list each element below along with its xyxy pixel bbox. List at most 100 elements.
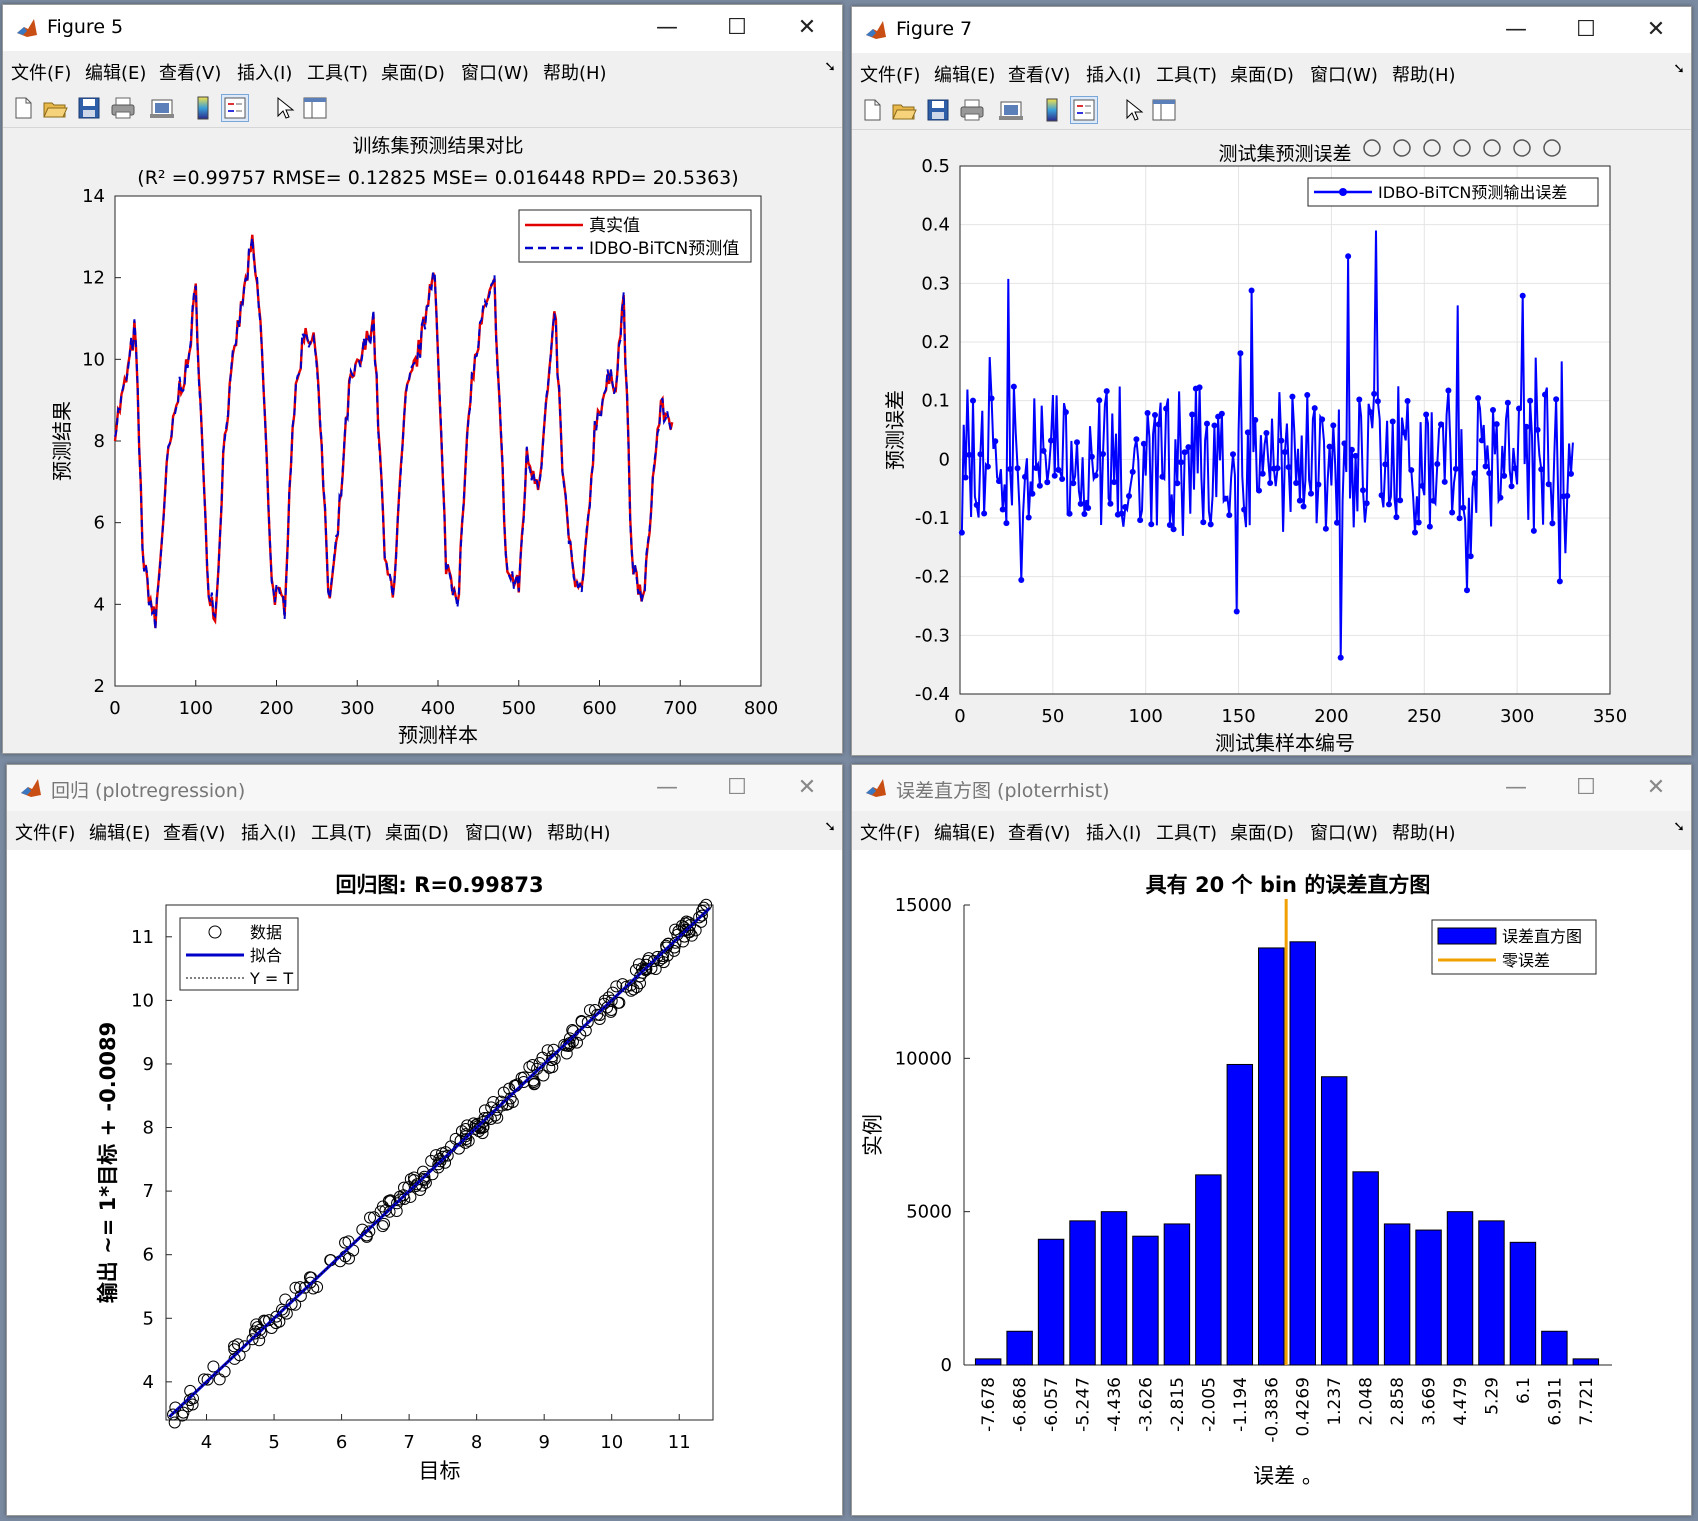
x-tick-label: 11	[668, 1432, 691, 1453]
x-tick-label: 8	[471, 1432, 482, 1453]
menu-file[interactable]: 文件(F)	[860, 823, 921, 844]
menubar: 文件(F) 编辑(E) 查看(V) 插入(I) 工具(T) 桌面(D) 窗口(W…	[852, 811, 1691, 849]
menu-file[interactable]: 文件(F)	[11, 63, 72, 84]
menu-file[interactable]: 文件(F)	[15, 823, 76, 844]
titlebar[interactable]: Figure 5 — ☐ ✕	[3, 5, 842, 51]
menu-overflow-icon[interactable]: ➘	[1673, 61, 1685, 77]
maximize-button[interactable]: ☐	[727, 15, 747, 40]
fig7-axes[interactable]: 0 50 100 150 200 250 300 350 -0.4 -0.3 -0.2 -0.1 0 0.…	[852, 130, 1691, 755]
save-icon[interactable]	[75, 94, 103, 122]
close-button[interactable]: ✕	[797, 775, 817, 800]
legend-icon[interactable]	[221, 94, 249, 122]
menu-overflow-icon[interactable]: ➘	[824, 59, 836, 75]
histogram-axes[interactable]: 具有 20 个 bin 的误差直方图 0 5000 10000 15000 实例 -7.67…	[852, 850, 1691, 1515]
menu-tools[interactable]: 工具(T)	[307, 63, 369, 84]
histogram-bar	[1132, 1235, 1159, 1366]
error-point	[1126, 492, 1132, 499]
regression-axes[interactable]: 回归图: R=0.99873 4 5 6 7 8 9 10 11 4 5 6 7 8 9 10 11 目标 输出 ~…	[7, 850, 842, 1515]
menu-window[interactable]: 窗口(W)	[465, 823, 533, 844]
menu-desktop[interactable]: 桌面(D)	[1230, 823, 1294, 844]
link-plot-icon[interactable]	[149, 94, 177, 122]
fig5-axes[interactable]: 训练集预测结果对比 (R² =0.99757 RMSE= 0.12825 MSE=…	[3, 128, 842, 753]
open-file-icon[interactable]	[41, 94, 69, 122]
maximize-button[interactable]: ☐	[1576, 17, 1596, 42]
property-inspector-icon[interactable]	[1150, 96, 1178, 124]
colorbar-icon[interactable]	[189, 94, 217, 122]
minimize-button[interactable]: —	[1505, 17, 1527, 42]
open-file-icon[interactable]	[890, 96, 918, 124]
window-title: Figure 7	[896, 18, 973, 40]
link-plot-icon[interactable]	[998, 96, 1026, 124]
data-point	[294, 1289, 307, 1302]
menu-desktop[interactable]: 桌面(D)	[381, 63, 445, 84]
close-button[interactable]: ✕	[1646, 17, 1666, 42]
colorbar-icon[interactable]	[1038, 96, 1066, 124]
maximize-button[interactable]: ☐	[1576, 775, 1596, 800]
titlebar[interactable]: 误差直方图 (ploterrhist) — ☐ ✕	[852, 765, 1691, 811]
menu-desktop[interactable]: 桌面(D)	[1230, 65, 1294, 86]
error-point	[1088, 453, 1095, 460]
menu-view[interactable]: 查看(V)	[163, 823, 226, 844]
data-point	[630, 981, 643, 994]
edit-plot-cursor-icon[interactable]	[269, 94, 297, 122]
menu-insert[interactable]: 插入(I)	[237, 63, 293, 84]
menu-view[interactable]: 查看(V)	[1008, 823, 1071, 844]
print-icon[interactable]	[958, 96, 986, 124]
data-point	[491, 1111, 504, 1124]
data-point	[376, 1220, 389, 1233]
minimize-button[interactable]: —	[656, 15, 678, 40]
menu-insert[interactable]: 插入(I)	[1086, 823, 1142, 844]
titlebar[interactable]: Figure 7 — ☐ ✕	[852, 7, 1691, 53]
error-point	[973, 502, 980, 509]
close-button[interactable]: ✕	[797, 15, 817, 40]
error-point	[1085, 504, 1092, 511]
figure-5-window: Figure 5 — ☐ ✕ 文件(F) 编辑(E) 查看(V) 插入(I) 工…	[2, 4, 843, 754]
error-point	[1493, 421, 1500, 428]
minimize-button[interactable]: —	[1505, 775, 1527, 800]
menu-overflow-icon[interactable]: ➘	[824, 819, 836, 835]
menu-edit[interactable]: 编辑(E)	[934, 823, 996, 844]
save-icon[interactable]	[924, 96, 952, 124]
new-figure-icon[interactable]	[858, 96, 886, 124]
menu-window[interactable]: 窗口(W)	[1310, 823, 1378, 844]
menu-overflow-icon[interactable]: ➘	[1673, 819, 1685, 835]
edit-plot-cursor-icon[interactable]	[1118, 96, 1146, 124]
histogram-bar	[1037, 1238, 1065, 1366]
menu-tools[interactable]: 工具(T)	[311, 823, 373, 844]
menu-help[interactable]: 帮助(H)	[543, 63, 607, 84]
menu-edit[interactable]: 编辑(E)	[89, 823, 151, 844]
menu-window[interactable]: 窗口(W)	[1310, 65, 1378, 86]
data-point	[478, 1104, 491, 1117]
y-tick-label: 0.5	[921, 156, 950, 177]
menu-tools[interactable]: 工具(T)	[1156, 65, 1218, 86]
data-point	[526, 1059, 539, 1072]
print-icon[interactable]	[109, 94, 137, 122]
menu-help[interactable]: 帮助(H)	[1392, 823, 1456, 844]
close-button[interactable]: ✕	[1646, 775, 1666, 800]
menu-edit[interactable]: 编辑(E)	[934, 65, 996, 86]
new-figure-icon[interactable]	[9, 94, 37, 122]
menu-help[interactable]: 帮助(H)	[547, 823, 611, 844]
menu-file[interactable]: 文件(F)	[860, 65, 921, 86]
legend-pred-label: IDBO-BiTCN预测值	[589, 239, 739, 259]
menu-edit[interactable]: 编辑(E)	[85, 63, 147, 84]
maximize-button[interactable]: ☐	[727, 775, 747, 800]
menu-view[interactable]: 查看(V)	[159, 63, 222, 84]
menu-desktop[interactable]: 桌面(D)	[385, 823, 449, 844]
minimize-button[interactable]: —	[656, 775, 678, 800]
data-point	[610, 980, 623, 993]
menu-window[interactable]: 窗口(W)	[461, 63, 529, 84]
menu-insert[interactable]: 插入(I)	[1086, 65, 1142, 86]
menu-insert[interactable]: 插入(I)	[241, 823, 297, 844]
property-inspector-icon[interactable]	[301, 94, 329, 122]
menu-tools[interactable]: 工具(T)	[1156, 823, 1218, 844]
legend-icon[interactable]	[1070, 96, 1098, 124]
y-tick-label: 11	[131, 927, 154, 948]
menu-help[interactable]: 帮助(H)	[1392, 65, 1456, 86]
y-tick-label: 12	[82, 268, 105, 289]
titlebar[interactable]: 回归 (plotregression) — ☐ ✕	[7, 765, 842, 811]
x-tick-label: -1.194	[1231, 1377, 1251, 1432]
data-point	[563, 1032, 576, 1045]
menu-view[interactable]: 查看(V)	[1008, 65, 1071, 86]
error-point	[1464, 587, 1470, 594]
